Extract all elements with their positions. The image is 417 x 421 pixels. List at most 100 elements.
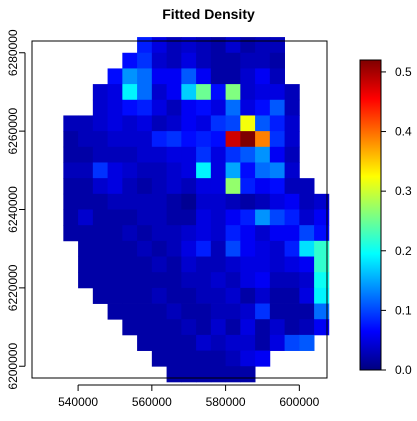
heatmap-cell [122, 99, 138, 116]
heatmap-cell [137, 162, 153, 179]
heatmap-cell [255, 84, 271, 101]
heatmap-cell [196, 240, 212, 257]
heatmap-cell [166, 256, 182, 273]
heatmap-cell [255, 115, 271, 132]
heatmap-cell [240, 84, 256, 101]
heatmap-cell [107, 256, 123, 273]
heatmap-cell [225, 272, 241, 289]
heatmap-cell [151, 115, 167, 132]
heatmap-cell [107, 240, 123, 257]
heatmap-cell [210, 225, 226, 242]
heatmap-cell [269, 52, 285, 69]
heatmap-cell [269, 225, 285, 242]
heatmap-cell [137, 68, 153, 85]
heatmap-cell [63, 225, 79, 242]
heatmap-cell [269, 131, 285, 148]
heatmap-cell [269, 84, 285, 101]
heatmap-cell [314, 193, 330, 210]
heatmap-cell [151, 162, 167, 179]
heatmap-cell [122, 287, 138, 304]
heatmap-cell [78, 225, 94, 242]
heatmap-cell [196, 256, 212, 273]
heatmap-cell [122, 319, 138, 336]
heatmap-cell [299, 178, 315, 195]
heatmap-cell [269, 99, 285, 116]
heatmap-cell [255, 209, 271, 226]
heatmap-cell [166, 193, 182, 210]
heatmap-cell [151, 319, 167, 336]
heatmap-cell [151, 272, 167, 289]
heatmap-cell [284, 209, 300, 226]
heatmap-cell [255, 256, 271, 273]
heatmap-cell [255, 287, 271, 304]
heatmap-cell [122, 272, 138, 289]
heatmap-cell [210, 209, 226, 226]
heatmap-cell [210, 68, 226, 85]
heatmap-cell [63, 178, 79, 195]
plot-frame [31, 40, 328, 379]
heatmap-cell [240, 99, 256, 116]
heatmap-cell [269, 68, 285, 85]
colorbar-tick-label: 0.4 [395, 125, 412, 139]
heatmap-cell [240, 334, 256, 351]
heatmap-cell [240, 272, 256, 289]
heatmap-cell [166, 131, 182, 148]
heatmap-cell [151, 146, 167, 163]
heatmap-cell [255, 193, 271, 210]
heatmap-cell [122, 303, 138, 320]
heatmap-cell [151, 350, 167, 367]
heatmap-cell [269, 240, 285, 257]
heatmap-cell [122, 256, 138, 273]
heatmap-cell [92, 131, 108, 148]
heatmap-cell [196, 162, 212, 179]
heatmap-cell [210, 37, 226, 54]
heatmap-cell [314, 272, 330, 289]
x-tick-label: 540000 [58, 395, 98, 409]
heatmap-cell [255, 37, 271, 54]
heatmap-cell [196, 319, 212, 336]
heatmap-cell [225, 99, 241, 116]
x-tick-label: 560000 [132, 395, 172, 409]
heatmap-cell [181, 162, 197, 179]
heatmap-cell [181, 84, 197, 101]
heatmap-cell [107, 146, 123, 163]
heatmap-cell [210, 193, 226, 210]
heatmap-cell [314, 256, 330, 273]
heatmap-cell [225, 68, 241, 85]
heatmap-cell [107, 193, 123, 210]
heatmap-cell [181, 334, 197, 351]
heatmap-cell [137, 178, 153, 195]
heatmap-cell [225, 209, 241, 226]
heatmap-cell [225, 256, 241, 273]
y-tick-label: 6240000 [6, 186, 20, 233]
chart-title: Fitted Density [162, 6, 255, 22]
heatmap-cell [269, 162, 285, 179]
heatmap-cell [240, 178, 256, 195]
heatmap-cell [240, 240, 256, 257]
heatmap-cell [255, 272, 271, 289]
heatmap-cell [122, 131, 138, 148]
heatmap-cell [240, 256, 256, 273]
heatmap-cell [166, 52, 182, 69]
heatmap-cell [92, 272, 108, 289]
heatmap-cell [196, 272, 212, 289]
heatmap-cell [314, 287, 330, 304]
heatmap-cell [107, 84, 123, 101]
heatmap-cell [151, 37, 167, 54]
heatmap-cell [92, 146, 108, 163]
heatmap-cell [166, 84, 182, 101]
heatmap-cell [210, 272, 226, 289]
heatmap-cell [78, 193, 94, 210]
heatmap-cells [63, 37, 330, 383]
heatmap-cell [284, 334, 300, 351]
heatmap-cell [166, 146, 182, 163]
heatmap-cell [299, 287, 315, 304]
heatmap-cell [225, 115, 241, 132]
heatmap-cell [240, 37, 256, 54]
heatmap-cell [269, 146, 285, 163]
heatmap-cell [210, 84, 226, 101]
heatmap-cell [166, 178, 182, 195]
heatmap-cell [107, 162, 123, 179]
heatmap-cell [137, 115, 153, 132]
heatmap-cell [78, 272, 94, 289]
